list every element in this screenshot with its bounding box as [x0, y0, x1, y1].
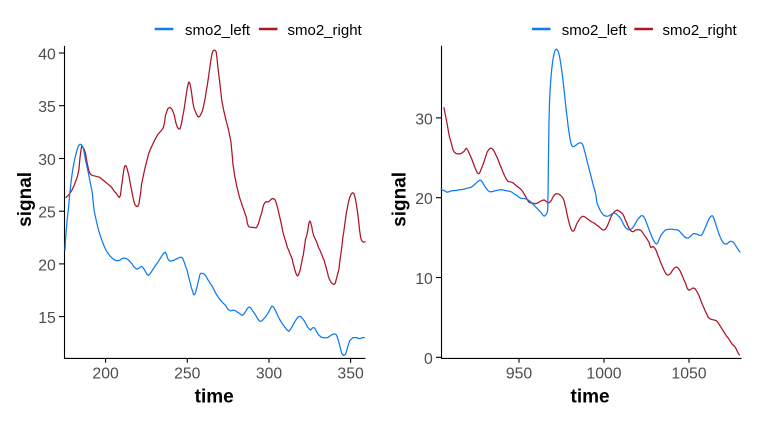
- svg-text:smo2_right: smo2_right: [288, 22, 363, 39]
- svg-text:smo2_left: smo2_left: [185, 22, 251, 39]
- svg-text:smo2_right: smo2_right: [663, 22, 738, 39]
- svg-text:time: time: [571, 386, 610, 407]
- svg-text:350: 350: [337, 366, 364, 383]
- svg-text:30: 30: [415, 111, 433, 128]
- svg-text:10: 10: [415, 271, 433, 288]
- svg-text:1000: 1000: [586, 366, 621, 383]
- svg-text:40: 40: [38, 47, 56, 64]
- svg-text:20: 20: [415, 191, 433, 208]
- svg-text:35: 35: [38, 99, 56, 116]
- svg-text:30: 30: [38, 152, 56, 169]
- svg-text:20: 20: [38, 257, 56, 274]
- svg-text:250: 250: [174, 366, 201, 383]
- svg-text:950: 950: [506, 366, 533, 383]
- svg-text:25: 25: [38, 205, 56, 222]
- svg-text:15: 15: [38, 310, 56, 327]
- svg-text:time: time: [195, 386, 234, 407]
- svg-text:1050: 1050: [671, 366, 706, 383]
- svg-text:0: 0: [424, 351, 433, 368]
- svg-text:200: 200: [92, 366, 119, 383]
- svg-text:signal: signal: [15, 172, 36, 227]
- svg-text:signal: signal: [390, 172, 411, 227]
- svg-text:300: 300: [256, 366, 283, 383]
- svg-text:smo2_left: smo2_left: [562, 22, 628, 39]
